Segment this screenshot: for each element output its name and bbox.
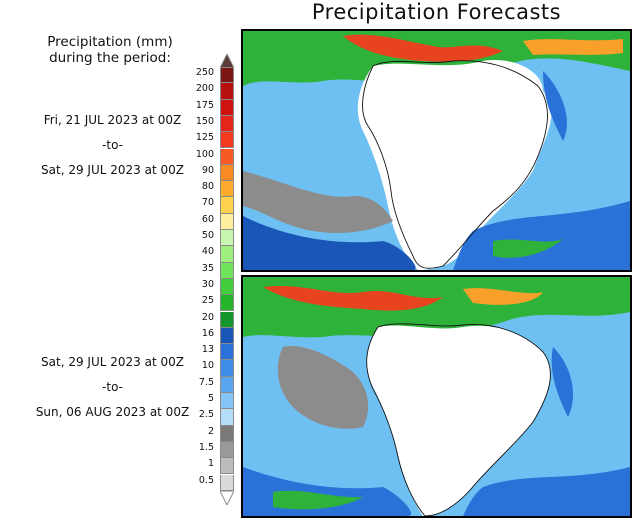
colorbar-segment <box>220 360 234 377</box>
continent-outline <box>366 323 551 516</box>
page-title: Precipitation Forecasts <box>311 0 562 24</box>
colorbar-segment <box>220 393 234 410</box>
period-1-separator: -to- <box>102 138 123 152</box>
colorbar-tick-label: 5 <box>207 393 214 404</box>
dry-region-pacific <box>243 171 393 233</box>
period-2-separator: -to- <box>102 380 123 394</box>
colorbar-tick-label: 50 <box>201 230 214 241</box>
colorbar-segment <box>220 83 234 100</box>
colorbar-segment <box>220 230 234 247</box>
colorbar-tick-label: 125 <box>195 132 214 144</box>
colorbar-tick-label: 60 <box>201 213 214 225</box>
colorbar-tick-label: 90 <box>201 164 214 176</box>
colorbar-segment <box>220 376 234 393</box>
colorbar-tick-label: 1.5 <box>198 441 214 453</box>
colorbar-segment <box>220 115 234 133</box>
colorbar-segment <box>220 474 234 491</box>
colorbar-segment <box>220 409 234 426</box>
colorbar-segment <box>220 327 234 345</box>
legend-title-line2: during the period: <box>49 50 171 66</box>
colorbar-tick-label: 13 <box>201 344 214 356</box>
colorbar-bottom-arrow <box>220 490 234 505</box>
precip-band-south-green <box>273 490 363 510</box>
colorbar-segment <box>220 67 234 84</box>
precip-band-southeast <box>493 239 563 258</box>
colorbar-segment <box>220 181 234 198</box>
precip-band-moderate <box>523 39 623 55</box>
colorbar-tick-label: 150 <box>195 115 214 127</box>
continent-dry-area <box>357 60 552 270</box>
forecast-map-week1 <box>241 29 632 272</box>
colorbar-tick-label: 175 <box>195 99 214 111</box>
colorbar-segment <box>220 344 234 361</box>
colorbar-tick-label: 7.5 <box>198 376 214 388</box>
colorbar-segment <box>220 99 234 116</box>
forecast-map-week2 <box>241 275 632 518</box>
colorbar-tick-label: 200 <box>195 83 214 95</box>
colorbar-tick-label: 2 <box>207 425 214 437</box>
dry-region-pacific <box>277 346 369 429</box>
colorbar-segment <box>220 278 234 296</box>
colorbar-tick-label: 40 <box>201 246 214 258</box>
colorbar-tick-label: 10 <box>201 360 214 372</box>
period-1-end: Sat, 29 JUL 2023 at 00Z <box>41 163 184 177</box>
precip-band-north <box>243 277 630 338</box>
period-1-label: Fri, 21 JUL 2023 at 00Z -to- Sat, 29 JUL… <box>20 108 205 183</box>
period-2-end: Sun, 06 AUG 2023 at 00Z <box>35 405 190 419</box>
colorbar-tick-label: 80 <box>201 181 214 193</box>
continent-outline <box>362 60 548 269</box>
precip-band-south-atlantic <box>463 467 630 516</box>
colorbar-top-arrow <box>220 54 234 68</box>
colorbar-tick-label: 25 <box>201 295 214 307</box>
colorbar-tick-label: 1 <box>207 458 214 470</box>
map-week1-svg <box>243 31 630 270</box>
colorbar-segment <box>220 458 234 475</box>
colorbar-tick-label: 100 <box>195 148 214 160</box>
colorbar-segment <box>220 148 234 165</box>
colorbar-tick-label: 250 <box>195 67 214 78</box>
colorbar-segment <box>220 246 234 263</box>
colorbar-segment <box>220 441 234 459</box>
colorbar-segment <box>220 425 234 442</box>
colorbar-segment <box>220 295 234 312</box>
colorbar-tick-label: 70 <box>201 197 214 209</box>
period-2-label: Sat, 29 JUL 2023 at 00Z -to- Sun, 06 AUG… <box>20 350 205 425</box>
precip-band-heavy <box>263 285 443 311</box>
precip-coast-northeast <box>551 347 573 417</box>
legend-title-line1: Precipitation (mm) <box>47 34 173 50</box>
map-week2-svg <box>243 277 630 516</box>
period-1-start: Fri, 21 JUL 2023 at 00Z <box>43 113 182 127</box>
colorbar-segment <box>220 262 234 279</box>
colorbar-tick-label: 35 <box>201 262 214 274</box>
colorbar-segment <box>220 197 234 214</box>
colorbar-segment <box>220 132 234 149</box>
precip-coast-northeast <box>543 71 567 141</box>
colorbar-tick-label: 16 <box>201 327 214 339</box>
precip-band-moderate <box>463 288 543 305</box>
colorbar-tick-label: 20 <box>201 311 214 323</box>
colorbar-tick-label: 0.5 <box>198 474 214 486</box>
colorbar-segment <box>220 164 234 182</box>
precip-band-heavy <box>343 34 503 62</box>
period-2-start: Sat, 29 JUL 2023 at 00Z <box>41 355 184 369</box>
colorbar-tick-label: 2.5 <box>198 409 214 421</box>
continent-dry-area <box>366 325 551 516</box>
legend-title: Precipitation (mm) during the period: <box>20 34 200 66</box>
colorbar-segment <box>220 213 234 230</box>
colorbar-segment <box>220 311 234 328</box>
colorbar-tick-label: 30 <box>201 278 214 290</box>
precip-band-south-pacific <box>243 216 416 270</box>
